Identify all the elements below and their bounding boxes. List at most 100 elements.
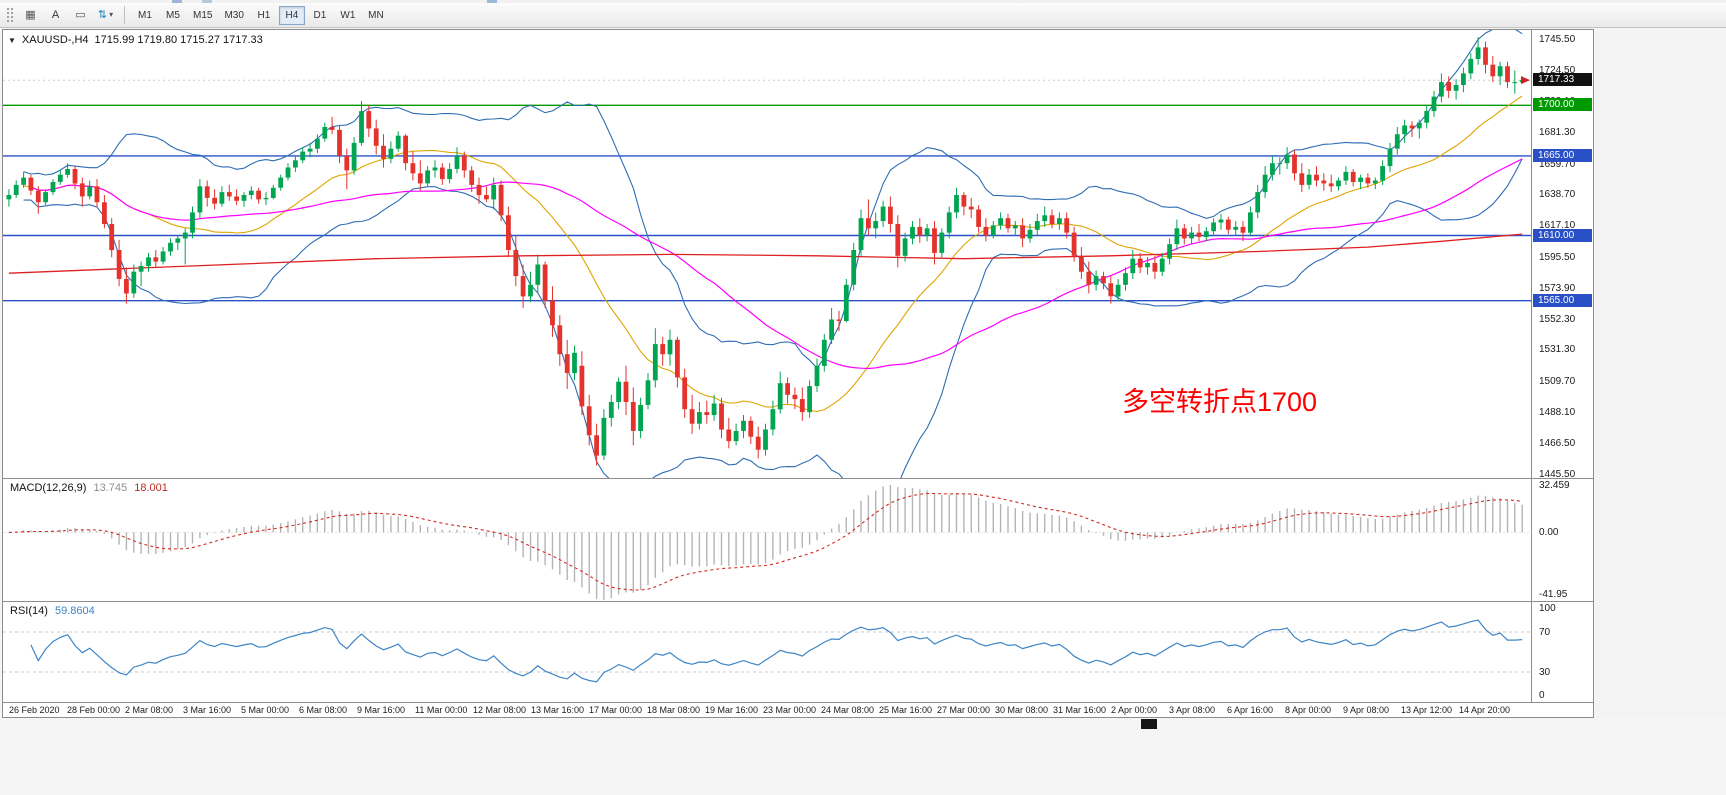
time-axis-label: 12 Mar 08:00 <box>473 705 527 715</box>
frame-tool-button[interactable]: ▭ <box>69 5 92 25</box>
rsi-title: RSI(14) <box>10 605 48 617</box>
rsi-scale[interactable]: 100 70 30 0 <box>1531 602 1593 702</box>
chart-window: 1745.501724.501703.101681.301659.701638.… <box>2 29 1594 718</box>
price-badge: 1610.00 <box>1533 228 1592 242</box>
time-axis-label: 11 Mar 00:00 <box>415 705 468 715</box>
clipped-icons-strip <box>0 0 1726 3</box>
price-badge: 1565.00 <box>1533 293 1592 307</box>
scale-label: 1573.90 <box>1539 282 1576 294</box>
pane-divider[interactable] <box>3 702 1593 703</box>
rsi-pane: 100 70 30 0 RSI(14) 59.8604 <box>3 602 1593 702</box>
scale-label: 1531.30 <box>1539 344 1576 356</box>
timeframe-button-mn[interactable]: MN <box>363 6 389 25</box>
macd-label: MACD(12,26,9) 13.745 18.001 <box>10 482 168 494</box>
rsi-plot[interactable] <box>3 602 1531 702</box>
time-axis-label: 31 Mar 16:00 <box>1053 705 1107 715</box>
scale-label: 1445.50 <box>1539 468 1576 478</box>
grid-tool-button[interactable]: ▦ <box>19 5 42 25</box>
time-axis-label: 9 Mar 16:00 <box>357 705 406 715</box>
scale-label: 1681.30 <box>1539 127 1576 139</box>
macd-title: MACD(12,26,9) <box>10 482 87 494</box>
macd-scale[interactable]: 32.459 0.00 -41.95 <box>1531 479 1593 601</box>
scale-label: 0 <box>1539 690 1545 701</box>
scale-label: 1595.50 <box>1539 251 1576 263</box>
timeframe-button-h1[interactable]: H1 <box>251 6 277 25</box>
scale-label: 1509.70 <box>1539 375 1576 387</box>
time-axis-label: 3 Apr 08:00 <box>1169 705 1216 715</box>
workspace-gutter <box>1596 29 1726 718</box>
time-axis-label: 2 Apr 00:00 <box>1111 705 1158 715</box>
time-axis-label: 18 Mar 08:00 <box>647 705 701 715</box>
macd-pane: 32.459 0.00 -41.95 MACD(12,26,9) 13.745 18… <box>3 479 1593 601</box>
scale-label: 1724.50 <box>1539 64 1576 76</box>
time-axis-label: 13 Mar 16:00 <box>531 705 585 715</box>
time-axis-label: 13 Apr 12:00 <box>1401 705 1453 715</box>
timeframe-button-m30[interactable]: M30 <box>219 6 248 25</box>
symbol-dropdown-icon[interactable]: ▼ <box>8 35 16 45</box>
timeframe-button-m15[interactable]: M15 <box>188 6 217 25</box>
scale-label: 1745.50 <box>1539 34 1576 46</box>
scale-label: 1659.70 <box>1539 158 1576 170</box>
time-axis-label: 30 Mar 08:00 <box>995 705 1049 715</box>
price-badge: 1665.00 <box>1533 148 1592 162</box>
price-badge: 1700.00 <box>1533 98 1592 112</box>
chart-header: ▼ XAUUSD-,H4 1715.99 1719.80 1715.27 171… <box>8 34 263 46</box>
macd-main-value: 13.745 <box>93 482 128 494</box>
price-chart-plot[interactable] <box>3 30 1531 478</box>
icon-fragment <box>172 0 182 3</box>
time-axis-label: 25 Mar 16:00 <box>879 705 933 715</box>
price-scale[interactable]: 1745.501724.501703.101681.301659.701638.… <box>1531 30 1593 478</box>
pane-divider[interactable] <box>3 601 1593 602</box>
timeframe-button-m1[interactable]: M1 <box>132 6 158 25</box>
timeframe-button-m5[interactable]: M5 <box>160 6 186 25</box>
time-axis-label: 17 Mar 00:00 <box>589 705 643 715</box>
screen-artifact <box>1141 719 1157 729</box>
scale-label: 1552.30 <box>1539 314 1576 326</box>
toolbar-drag-handle[interactable] <box>6 7 13 23</box>
scale-label: 0.00 <box>1539 527 1559 539</box>
time-axis-label: 2 Mar 08:00 <box>125 705 174 715</box>
ohlc-quote: 1715.99 1719.80 1715.27 1717.33 <box>94 34 263 46</box>
time-axis-label: 9 Apr 08:00 <box>1343 705 1390 715</box>
toolbar-separator <box>124 6 125 24</box>
time-axis-label: 19 Mar 16:00 <box>705 705 759 715</box>
time-axis-label: 28 Feb 00:00 <box>67 705 121 715</box>
time-axis-label: 8 Apr 00:00 <box>1285 705 1332 715</box>
scale-label: 70 <box>1539 627 1551 638</box>
rsi-value: 59.8604 <box>54 605 95 617</box>
timeframe-button-h4[interactable]: H4 <box>278 5 305 25</box>
scale-label: 1466.50 <box>1539 438 1576 450</box>
time-axis-label: 27 Mar 00:00 <box>937 705 991 715</box>
time-axis-label: 24 Mar 08:00 <box>821 705 875 715</box>
scale-label: 1488.10 <box>1539 406 1576 418</box>
time-axis-label: 26 Feb 2020 <box>9 705 60 715</box>
time-axis-label: 23 Mar 00:00 <box>763 705 817 715</box>
scale-label: 1638.70 <box>1539 189 1576 200</box>
symbol-title: XAUUSD-,H4 <box>21 34 89 46</box>
scale-label: 30 <box>1539 667 1551 678</box>
pane-divider[interactable] <box>3 478 1593 479</box>
scale-label: -41.95 <box>1539 589 1568 600</box>
scale-label: 32.459 <box>1539 480 1570 491</box>
time-axis-label: 6 Mar 08:00 <box>299 705 348 715</box>
icon-fragment <box>202 0 212 3</box>
time-axis-label: 5 Mar 00:00 <box>241 705 290 715</box>
time-axis[interactable]: 26 Feb 2020 28 Feb 00:00 2 Mar 08:00 3 Mar … <box>3 703 1593 717</box>
arrows-tool-button[interactable]: ⇅ ▾ <box>94 5 117 25</box>
icon-fragment <box>487 0 497 3</box>
scale-label: 100 <box>1539 603 1556 614</box>
macd-signal-value: 18.001 <box>134 482 168 494</box>
price-badge: 1717.33 <box>1533 73 1592 87</box>
time-axis-label: 6 Apr 16:00 <box>1227 705 1274 715</box>
timeframe-group: M1 M5 M15 M30 H1 H4 D1 W1 MN <box>131 5 390 25</box>
timeframe-button-w1[interactable]: W1 <box>335 6 361 25</box>
timeframe-button-d1[interactable]: D1 <box>307 6 333 25</box>
caret-down-icon: ▾ <box>109 10 114 20</box>
macd-plot[interactable] <box>3 479 1531 601</box>
time-axis-label: 3 Mar 16:00 <box>183 705 232 715</box>
text-tool-button[interactable]: A <box>44 5 67 25</box>
annotation-text: 多空转折点1700 <box>1122 387 1318 417</box>
main-toolbar: ▦ A ▭ ⇅ ▾ M1 M5 M15 M30 H1 H4 D1 W1 MN <box>0 3 1726 28</box>
main-chart-pane: 1745.501724.501703.101681.301659.701638.… <box>3 30 1593 478</box>
scale-label: 1617.10 <box>1539 220 1576 232</box>
